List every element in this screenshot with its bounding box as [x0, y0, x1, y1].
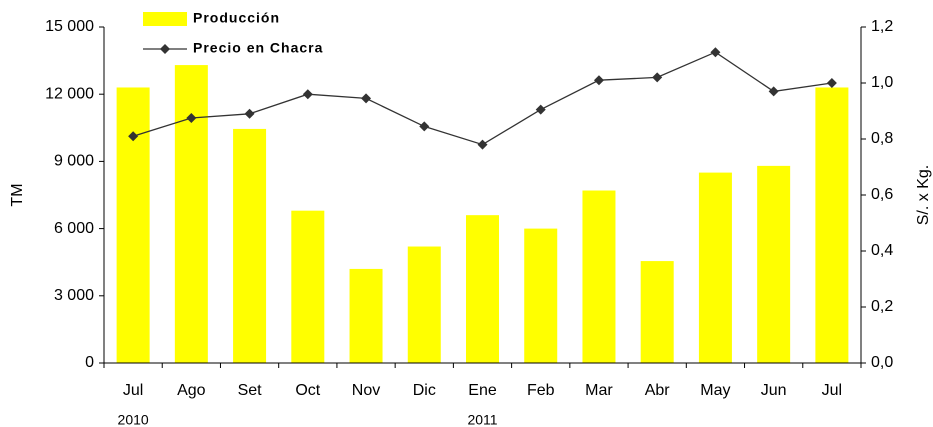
y2-tick-label: 0,4 — [871, 242, 893, 259]
y2-tick-label: 0,6 — [871, 186, 893, 203]
legend-marker — [160, 44, 170, 54]
bar — [349, 268, 383, 363]
x-tick-label: Feb — [527, 382, 555, 399]
bar — [116, 87, 150, 363]
bar — [640, 261, 674, 363]
x-tick-label: Set — [238, 382, 263, 399]
bar — [815, 87, 849, 363]
bar — [466, 215, 499, 363]
y-axis-title: TM — [9, 183, 26, 206]
line-marker — [593, 75, 604, 86]
bar — [582, 190, 616, 363]
x-tick-label: Abr — [645, 382, 671, 399]
line-marker — [710, 47, 721, 58]
y2-tick-label: 0,2 — [871, 298, 893, 315]
y2-axis-title: S/. x Kg. — [915, 165, 932, 225]
x-tick-label: Ene — [468, 382, 497, 399]
x-tick-label: Mar — [585, 382, 613, 399]
bar — [698, 172, 732, 363]
line-marker — [419, 121, 430, 132]
x-group-label: 2011 — [467, 412, 497, 427]
bar — [407, 246, 441, 363]
line-marker — [244, 108, 255, 119]
y-tick-label: 15 000 — [45, 18, 94, 35]
x-tick-label: Nov — [352, 382, 380, 399]
y-tick-label: 9 000 — [54, 153, 94, 170]
x-tick-label: Jul — [822, 382, 842, 399]
line-marker — [535, 104, 546, 115]
bar — [524, 228, 558, 363]
y-tick-label: 0 — [85, 354, 94, 371]
y2-tick-label: 1,2 — [871, 18, 893, 35]
line-marker — [128, 131, 139, 142]
y2-tick-label: 1,0 — [871, 74, 893, 91]
line-marker — [826, 78, 837, 88]
x-tick-label: Dic — [413, 382, 436, 399]
y2-tick-label: 0,0 — [871, 354, 893, 371]
x-tick-label: Jul — [123, 382, 143, 399]
legend-swatch — [143, 12, 187, 26]
legend-label: Producción — [193, 10, 280, 26]
bar — [291, 210, 325, 363]
line-marker — [186, 113, 197, 123]
x-tick-label: Ago — [177, 382, 206, 399]
x-group-label: 2010 — [118, 412, 149, 427]
y2-tick-label: 0,8 — [871, 130, 893, 147]
line-marker — [477, 139, 488, 150]
x-tick-label: Oct — [295, 382, 320, 399]
legend-label: Precio en Chacra — [193, 40, 323, 56]
bar — [174, 65, 208, 363]
y-tick-label: 3 000 — [54, 287, 94, 304]
y-tick-label: 6 000 — [54, 220, 94, 237]
line-marker — [361, 93, 372, 104]
bar — [757, 165, 791, 363]
x-tick-label: May — [700, 382, 730, 399]
y-tick-label: 12 000 — [45, 85, 94, 102]
line-marker — [302, 89, 313, 100]
bar — [233, 128, 267, 363]
line-marker — [652, 72, 663, 83]
x-tick-label: Jun — [761, 382, 787, 399]
line-marker — [768, 86, 779, 97]
